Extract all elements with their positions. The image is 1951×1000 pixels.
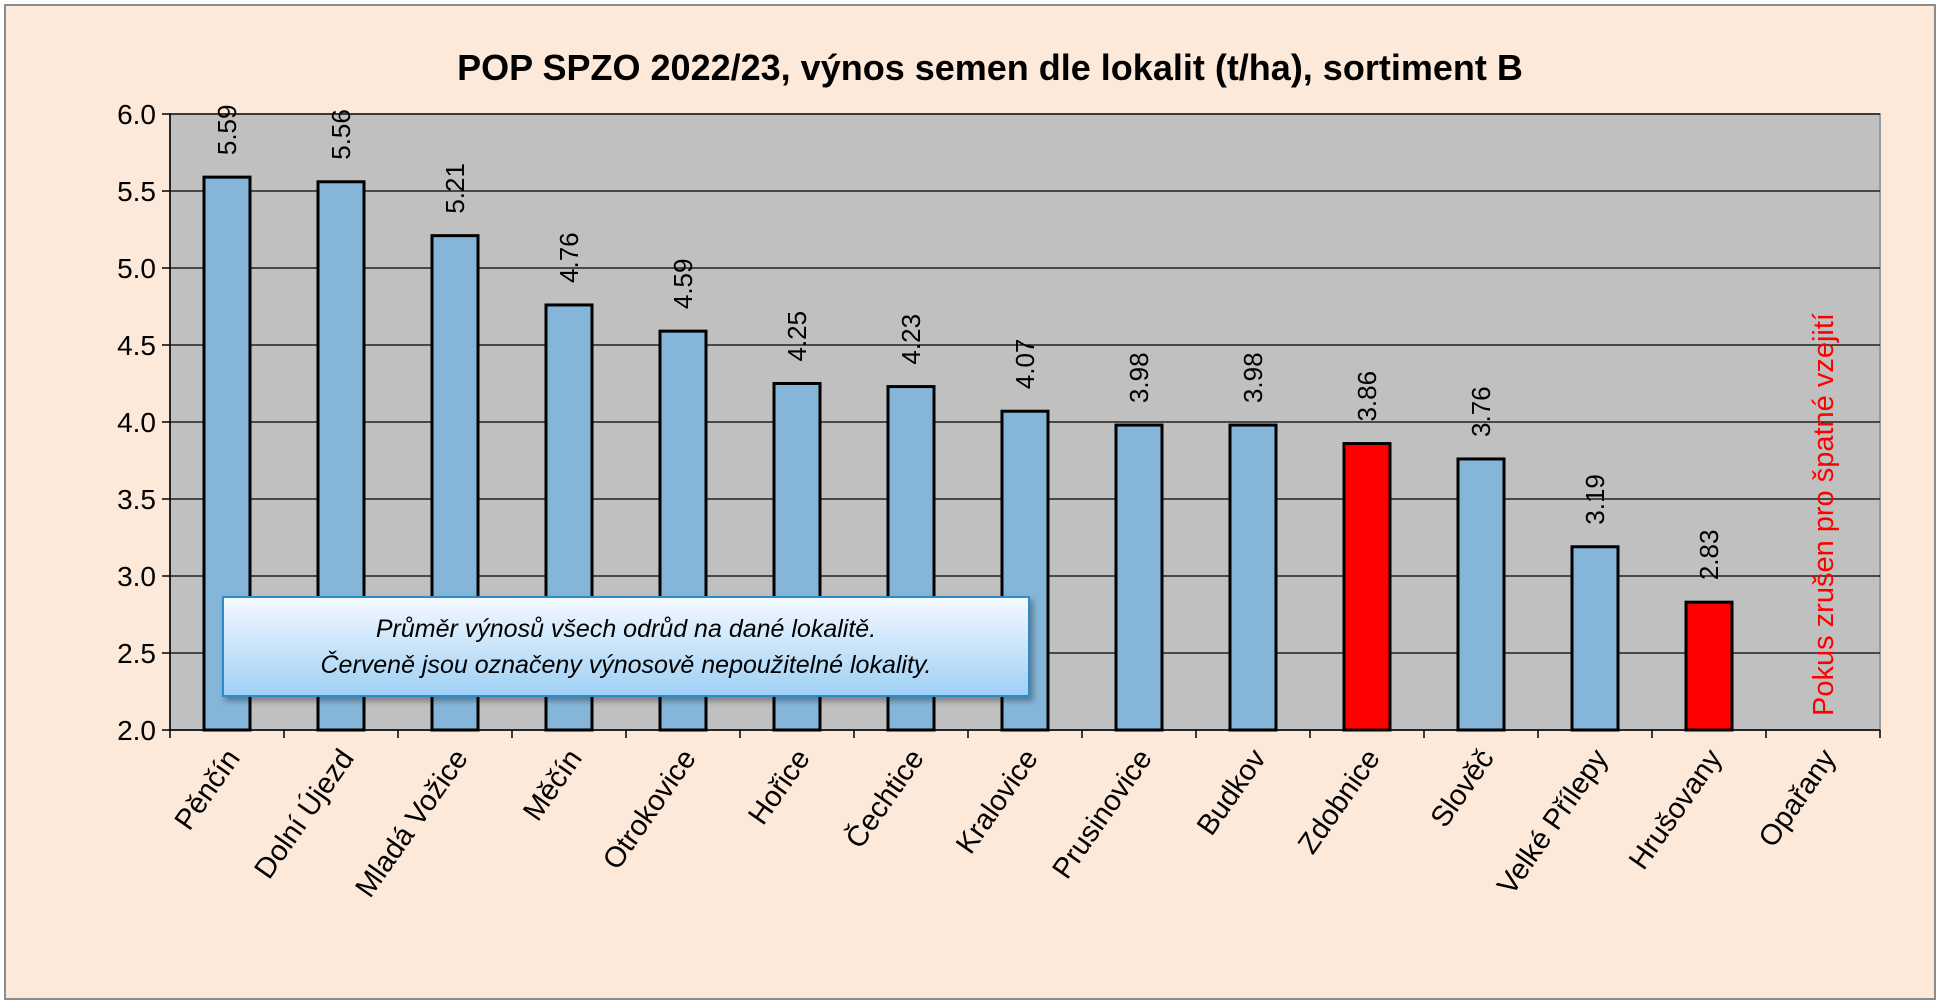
x-tick-label: Opařany	[1753, 743, 1843, 853]
data-label: 4.23	[896, 314, 926, 365]
bar	[1342, 442, 1392, 732]
data-label: 3.98	[1124, 352, 1154, 403]
data-label: 4.59	[668, 259, 698, 310]
note-line-1: Průměr výnosů všech odrůd na dané lokali…	[375, 614, 877, 643]
data-label: 3.98	[1238, 352, 1268, 403]
y-tick-label: 3.0	[117, 561, 156, 592]
data-label: 3.19	[1580, 474, 1610, 525]
x-tick-label: Čechtice	[838, 743, 931, 855]
chart-title: POP SPZO 2022/23, výnos semen dle lokali…	[457, 47, 1523, 88]
x-tick-label: Mladá Vožice	[350, 744, 475, 904]
x-tick-label: Zdobnice	[1292, 744, 1387, 860]
data-label: 5.59	[212, 105, 242, 156]
data-label: 2.83	[1694, 530, 1724, 581]
y-tick-label: 2.0	[117, 715, 156, 746]
x-tick-label: Budkov	[1191, 743, 1273, 841]
x-tick-label: Kralovice	[950, 744, 1045, 860]
bar	[1684, 600, 1734, 732]
data-labels: 5.59 5.56 5.21 4.76 4.59 4.25 4.23 4.07 3.98 3.98…	[212, 105, 1724, 581]
x-tick-label: Měčín	[517, 744, 589, 827]
x-tick-label: Pěnčín	[169, 744, 247, 836]
y-tick-label: 4.5	[117, 330, 156, 361]
x-tick-label: Dolní Újezd	[248, 743, 361, 885]
data-label: 4.07	[1010, 339, 1040, 390]
data-label: 3.76	[1466, 386, 1496, 437]
x-tick-label: Otrokovice	[597, 744, 703, 876]
y-tick-label: 5.5	[117, 176, 156, 207]
y-tick-label: 2.5	[117, 638, 156, 669]
y-tick-labels: 2.0 2.5 3.0 3.5 4.0 4.5 5.0 5.5 6.0	[117, 99, 156, 746]
data-label: 4.25	[782, 311, 812, 362]
data-label: 5.21	[440, 163, 470, 214]
bar	[1456, 457, 1506, 732]
y-tick-label: 4.0	[117, 407, 156, 438]
note-line-2: Červeně jsou označeny výnosově nepoužite…	[320, 650, 932, 679]
bars	[202, 175, 1734, 732]
x-tick-label: Slověč	[1425, 744, 1501, 834]
legend-note-box: Průměr výnosů všech odrůd na dané lokali…	[222, 596, 1030, 697]
bar	[1228, 423, 1278, 732]
x-tick-label: Velké Přílepy	[1491, 743, 1615, 900]
data-label: 5.56	[326, 109, 356, 160]
y-tick-label: 5.0	[117, 253, 156, 284]
bar	[1114, 423, 1164, 732]
data-label: 3.86	[1352, 371, 1382, 422]
y-tick-label: 3.5	[117, 484, 156, 515]
x-tick-label: Prusinovice	[1047, 744, 1159, 885]
y-tick-label: 6.0	[117, 99, 156, 130]
x-tick-label: Hořice	[742, 744, 816, 831]
bar	[1570, 545, 1620, 732]
cancelled-note: Pokus zrušen pro špatné vzejití	[1808, 313, 1840, 716]
data-label: 4.76	[554, 232, 584, 283]
x-tick-label: Hrušovany	[1623, 743, 1729, 875]
